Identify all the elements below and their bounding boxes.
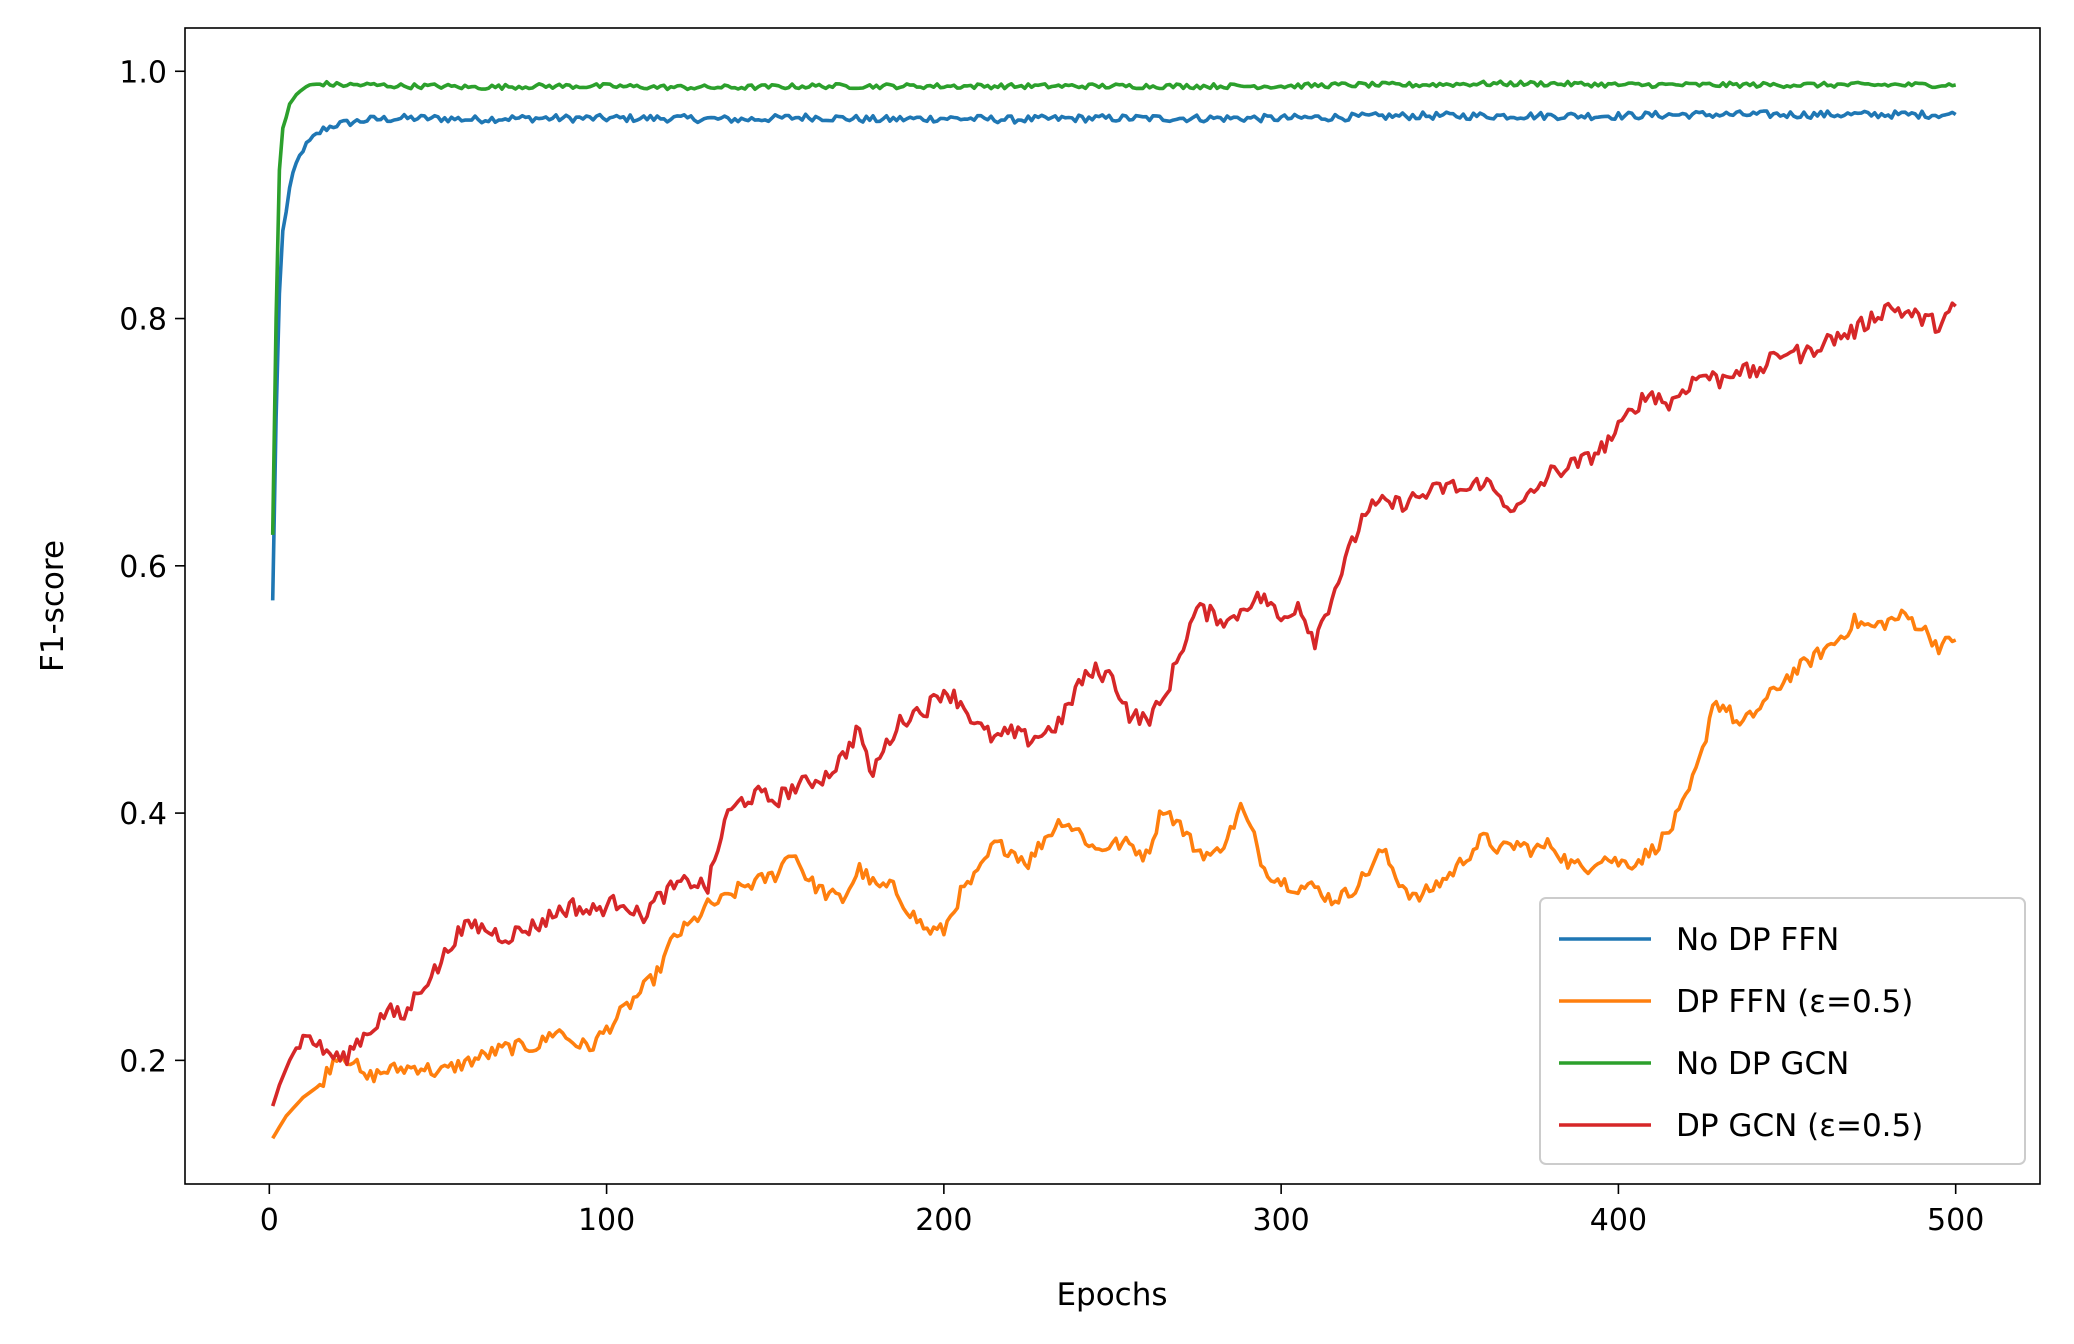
x-tick-label: 100 (578, 1203, 635, 1238)
y-tick-label: 0.4 (119, 797, 167, 832)
series-line-0 (270, 109, 1957, 601)
y-tick-label: 0.6 (119, 550, 167, 585)
y-axis-label: F1-score (35, 540, 71, 672)
x-tick-label: 400 (1590, 1203, 1647, 1238)
x-tick-label: 0 (260, 1203, 279, 1238)
legend-label: DP GCN (ε=0.5) (1676, 1108, 1923, 1144)
plot-area (270, 79, 1957, 1140)
legend: No DP FFN DP FFN (ε=0.5) No DP GCN DP GCN (… (1539, 897, 2026, 1165)
y-tick-label: 1.0 (119, 55, 167, 90)
legend-box (1539, 897, 2026, 1165)
y-tick-label: 0.8 (119, 303, 167, 338)
y-axis: 0.2 0.4 0.6 0.8 1.0 (119, 55, 185, 1079)
legend-label: No DP GCN (1676, 1046, 1849, 1082)
x-tick-label: 200 (915, 1203, 972, 1238)
plot-frame (184, 27, 2041, 1185)
legend-label: DP FFN (ε=0.5) (1676, 984, 1913, 1020)
x-tick-label: 300 (1253, 1203, 1310, 1238)
x-axis-label: Epochs (1056, 1277, 1167, 1313)
x-tick-label: 500 (1927, 1203, 1984, 1238)
legend-label: No DP FFN (1676, 922, 1839, 958)
y-tick-label: 0.2 (119, 1044, 167, 1079)
x-axis: 0 100 200 300 400 500 (260, 1184, 1984, 1238)
series-line-3 (270, 301, 1957, 1107)
series-line-1 (271, 608, 1957, 1140)
series-layer (270, 79, 1957, 1140)
series-line-2 (270, 79, 1957, 535)
